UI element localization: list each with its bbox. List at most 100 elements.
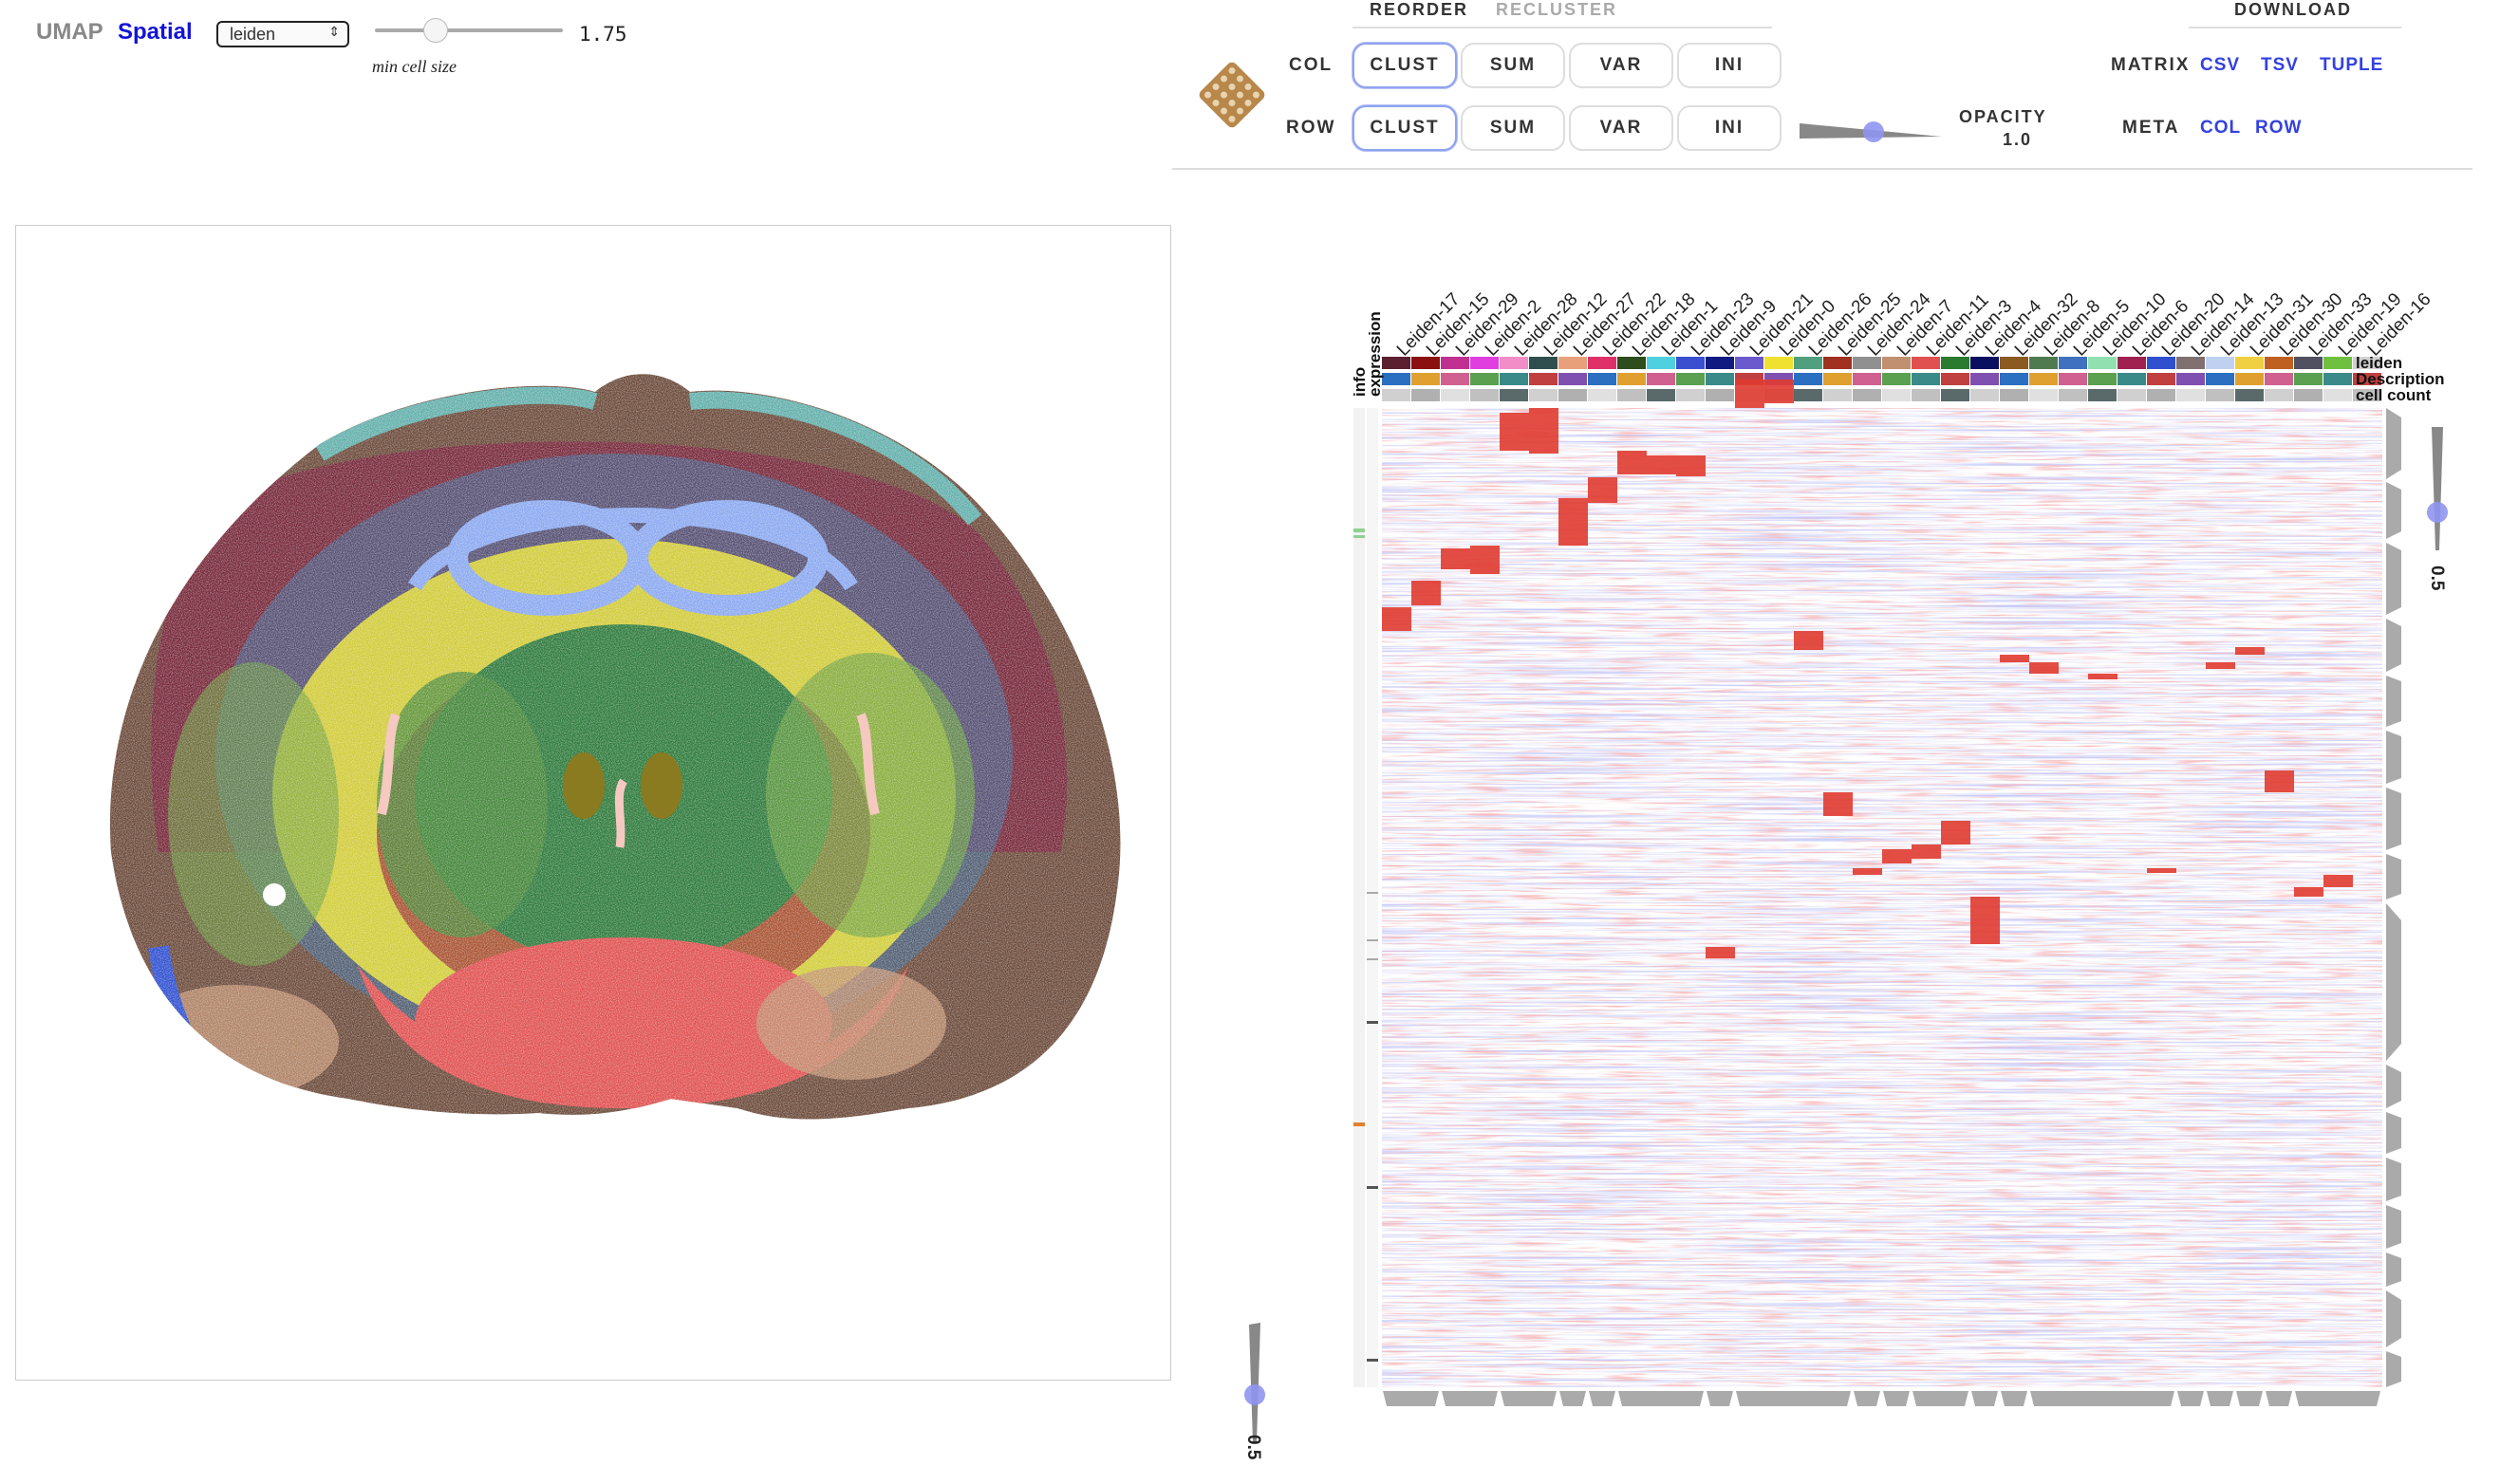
column-dendrogram-group <box>2266 1391 2292 1406</box>
description-category-cell <box>1411 373 1440 385</box>
cell-size-label: min cell size <box>372 57 457 76</box>
row-var-button[interactable]: VAR <box>1569 105 1673 151</box>
description-category-cell <box>1912 373 1940 385</box>
leiden-category-cell <box>1941 357 1969 369</box>
column-dendrogram-group <box>1883 1391 1910 1406</box>
leiden-category-cell <box>2235 357 2264 369</box>
leiden-category-bar <box>1382 357 2381 369</box>
cell-count-category-cell <box>1706 389 1734 401</box>
heatmap-hot-block <box>1853 868 1882 875</box>
leiden-category-cell <box>1382 357 1410 369</box>
cell-count-category-cell <box>1794 389 1822 401</box>
description-category-cell <box>2029 373 2058 385</box>
leiden-category-cell <box>1823 357 1852 369</box>
leiden-category-cell <box>1706 357 1734 369</box>
column-dendrogram-group <box>1736 1391 1851 1406</box>
heatmap-hot-block <box>2029 662 2059 674</box>
row-sum-button[interactable]: SUM <box>1461 105 1565 151</box>
heatmap-hot-block <box>1529 408 1558 454</box>
leiden-category-cell <box>2323 357 2352 369</box>
leiden-category-cell <box>1882 357 1911 369</box>
col-ini-button[interactable]: INI <box>1677 43 1782 88</box>
clustergrammer-logo-icon[interactable] <box>1192 57 1272 133</box>
spatial-scatter[interactable] <box>16 226 1170 1380</box>
leiden-category-cell <box>2294 357 2323 369</box>
row-dendrogram <box>2386 408 2401 1387</box>
leiden-category-cell <box>1735 357 1763 369</box>
category-select[interactable]: leiden ⇕ <box>216 21 349 47</box>
description-category-cell <box>1676 373 1705 385</box>
leiden-category-cell <box>2059 357 2087 369</box>
cell-count-category-cell <box>2235 389 2264 401</box>
heatmap-hot-block <box>1706 947 1735 958</box>
cell-count-category-cell <box>2265 389 2293 401</box>
heatmap-hot-block <box>1823 792 1853 816</box>
row-dendrogram-slider[interactable]: 0.5 <box>2427 427 2448 591</box>
heatmap-hot-block <box>1382 607 1411 631</box>
description-category-cell <box>1441 373 1469 385</box>
row-slider-value: 0.5 <box>2427 566 2447 591</box>
row-ini-button[interactable]: INI <box>1677 105 1782 151</box>
download-meta-row-link[interactable]: ROW <box>2255 118 2303 138</box>
leiden-category-cell <box>1912 357 1940 369</box>
cell-count-category-cell <box>1853 389 1881 401</box>
heatmap-hot-block <box>1441 548 1470 569</box>
col-sum-button[interactable]: SUM <box>1461 43 1565 88</box>
column-dendrogram-group <box>1854 1391 1880 1406</box>
column-dendrogram-group <box>1559 1391 1586 1406</box>
cell-size-slider-thumb[interactable] <box>423 18 448 43</box>
description-category-cell <box>2323 373 2352 385</box>
leiden-category-cell <box>1676 357 1705 369</box>
description-category-cell <box>1941 373 1969 385</box>
meta-label: META <box>2122 118 2180 138</box>
expression-row-category-bar <box>1367 408 1378 1387</box>
cell-count-category-cell <box>1823 389 1852 401</box>
heatmap-hot-block <box>1647 455 1676 474</box>
cell-count-category-cell <box>2294 389 2323 401</box>
opacity-label: OPACITY <box>1959 107 2047 126</box>
spatial-plot[interactable] <box>15 225 1171 1381</box>
heatmap-matrix[interactable] <box>1382 380 2382 1387</box>
opacity-slider-thumb <box>1863 121 1884 142</box>
category-select-value: leiden <box>230 25 276 44</box>
leiden-category-cell <box>2353 357 2381 369</box>
download-csv-link[interactable]: CSV <box>2200 55 2241 75</box>
column-dendrogram-slider[interactable]: 0.5 <box>1234 1319 1272 1480</box>
leiden-category-cell <box>1794 357 1822 369</box>
heatmap-hot-block <box>2147 868 2176 873</box>
description-category-cell <box>2353 373 2381 385</box>
tab-spatial[interactable]: Spatial <box>118 19 193 45</box>
heatmap-hot-block <box>1411 581 1441 605</box>
leiden-category-label: leiden <box>2356 354 2402 372</box>
row-clust-button[interactable]: CLUST <box>1353 105 1457 151</box>
heatmap-hot-block <box>1558 498 1588 546</box>
cell-count-category-cell <box>1588 389 1616 401</box>
download-tsv-link[interactable]: TSV <box>2261 55 2299 75</box>
column-labels: Leiden-17Leiden-15Leiden-29Leiden-2Leide… <box>1393 289 2435 361</box>
column-dendrogram-group <box>2177 1391 2204 1406</box>
col-var-button[interactable]: VAR <box>1569 43 1673 88</box>
leiden-category-cell <box>1764 357 1793 369</box>
description-category-cell <box>2147 373 2175 385</box>
column-dendrogram-group <box>1589 1391 1615 1406</box>
opacity-slider[interactable] <box>1800 118 1951 146</box>
cell-count-category-label: cell count <box>2356 386 2432 404</box>
row-label: ROW <box>1286 118 1336 138</box>
heatmap-hot-block <box>1970 897 2000 944</box>
column-slider-thumb <box>1244 1384 1265 1405</box>
cell-size-slider[interactable] <box>375 18 563 43</box>
description-category-cell <box>2088 373 2117 385</box>
description-category-cell <box>1647 373 1675 385</box>
heatmap[interactable]: Leiden-17Leiden-15Leiden-29Leiden-2Leide… <box>1224 266 2500 1484</box>
cell-count-category-cell <box>1500 389 1528 401</box>
leiden-category-cell <box>2029 357 2058 369</box>
heatmap-hot-block <box>1764 380 1794 403</box>
col-clust-button[interactable]: CLUST <box>1353 43 1457 88</box>
tab-umap[interactable]: UMAP <box>36 19 103 45</box>
cell-count-category-cell <box>1529 389 1558 401</box>
column-dendrogram-group <box>1912 1391 1968 1406</box>
download-meta-col-link[interactable]: COL <box>2200 118 2242 138</box>
recluster-tab[interactable]: RECLUSTER <box>1496 0 1618 19</box>
download-tuple-link[interactable]: TUPLE <box>2320 55 2384 75</box>
heatmap-hot-block <box>1912 844 1941 859</box>
